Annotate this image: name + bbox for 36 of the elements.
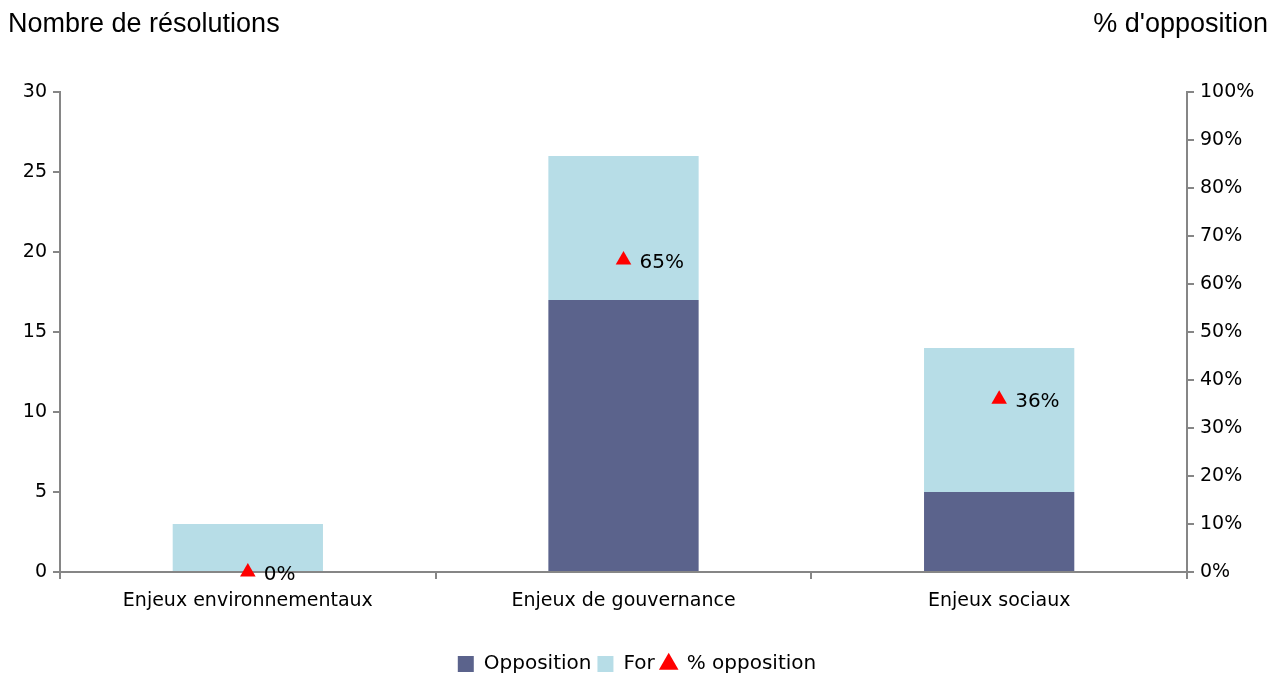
y-tick-label: 0 bbox=[34, 558, 47, 581]
y2-tick-label: 10% bbox=[1200, 510, 1243, 533]
y-axis-title: Nombre de résolutions bbox=[8, 7, 280, 39]
y-tick-label: 10 bbox=[22, 398, 47, 421]
point bbox=[240, 563, 256, 577]
bar bbox=[548, 156, 699, 300]
point bbox=[991, 390, 1007, 404]
y-tick-label: 30 bbox=[22, 78, 47, 101]
y2-axis-title: % d'opposition bbox=[1093, 7, 1268, 39]
legend-label: Opposition bbox=[483, 650, 592, 675]
y2-tick-label: 100% bbox=[1200, 78, 1255, 101]
legend-label: For bbox=[623, 650, 656, 675]
bar bbox=[924, 492, 1075, 571]
bar bbox=[924, 348, 1075, 492]
data-label: 36% bbox=[1015, 388, 1060, 413]
y2-tick-label: 80% bbox=[1200, 174, 1243, 197]
data-label: 65% bbox=[639, 249, 684, 274]
y2-tick-label: 40% bbox=[1200, 366, 1243, 389]
y-tick-label: 20 bbox=[22, 238, 47, 261]
y2-tick-label: 70% bbox=[1200, 222, 1243, 245]
y2-tick-label: 90% bbox=[1200, 126, 1243, 149]
x-tick-label: Enjeux de gouvernance bbox=[511, 588, 736, 611]
y2-tick-label: 50% bbox=[1200, 318, 1243, 341]
x-tick-label: Enjeux sociaux bbox=[927, 588, 1071, 611]
y2-tick-label: 0% bbox=[1200, 558, 1231, 581]
y-tick-label: 25 bbox=[22, 158, 47, 181]
point bbox=[615, 251, 632, 265]
y2-tick-label: 60% bbox=[1200, 270, 1243, 293]
bar bbox=[548, 300, 699, 571]
data-label: 0% bbox=[263, 561, 296, 586]
y-tick-label: 15 bbox=[22, 318, 47, 341]
y-tick-label: 5 bbox=[34, 478, 47, 501]
x-tick-label: Enjeux environnementaux bbox=[122, 588, 373, 611]
y2-tick-label: 20% bbox=[1200, 462, 1243, 485]
y2-tick-label: 30% bbox=[1200, 414, 1243, 437]
legend-label: % opposition bbox=[686, 650, 817, 675]
